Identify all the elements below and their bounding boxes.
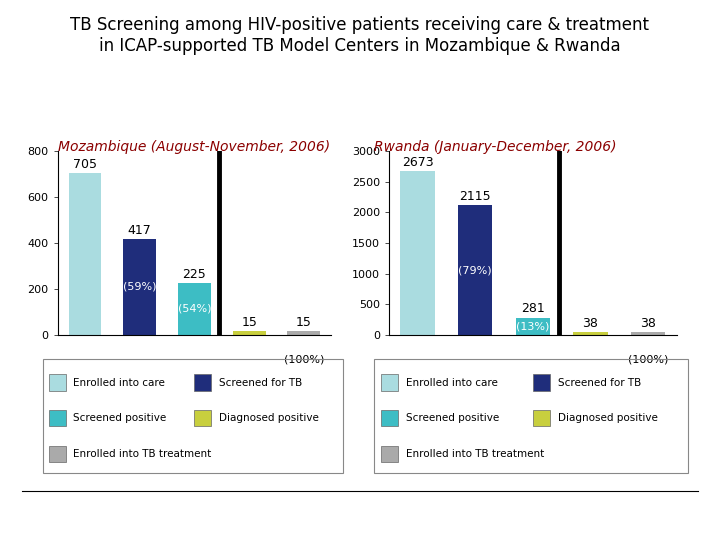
- Text: Diagnosed positive: Diagnosed positive: [558, 413, 658, 423]
- Text: (59%): (59%): [123, 282, 156, 292]
- Bar: [381, 374, 398, 391]
- Bar: [631, 333, 665, 335]
- Text: (100%): (100%): [628, 355, 668, 365]
- Text: Enrolled into care: Enrolled into care: [406, 377, 498, 388]
- Bar: [533, 410, 550, 427]
- Text: Rwanda (January-December, 2006): Rwanda (January-December, 2006): [374, 140, 617, 154]
- Bar: [458, 205, 492, 335]
- Bar: [533, 374, 550, 391]
- Text: Diagnosed positive: Diagnosed positive: [219, 413, 318, 423]
- Bar: [381, 410, 398, 427]
- Bar: [194, 410, 211, 427]
- Bar: [516, 318, 550, 335]
- Text: Screened positive: Screened positive: [406, 413, 500, 423]
- Text: (79%): (79%): [459, 265, 492, 275]
- Text: TB Screening among HIV-positive patients receiving care & treatment
in ICAP-supp: TB Screening among HIV-positive patients…: [71, 16, 649, 55]
- Text: (54%): (54%): [178, 304, 211, 314]
- Bar: [381, 446, 398, 462]
- Bar: [68, 173, 102, 335]
- Text: Enrolled into TB treatment: Enrolled into TB treatment: [406, 449, 544, 459]
- Text: Screened positive: Screened positive: [73, 413, 167, 423]
- Bar: [194, 374, 211, 391]
- Text: 2673: 2673: [402, 156, 433, 169]
- Text: 705: 705: [73, 158, 97, 171]
- Bar: [233, 332, 266, 335]
- Bar: [49, 446, 66, 462]
- Bar: [49, 410, 66, 427]
- Text: 417: 417: [128, 224, 151, 237]
- Bar: [178, 283, 211, 335]
- Text: 281: 281: [521, 302, 544, 315]
- Text: Mozambique (August-November, 2006): Mozambique (August-November, 2006): [58, 140, 330, 154]
- Text: 225: 225: [183, 268, 206, 281]
- Bar: [573, 333, 608, 335]
- Text: 15: 15: [241, 316, 257, 329]
- Text: (13%): (13%): [516, 321, 549, 331]
- Bar: [49, 374, 66, 391]
- Bar: [400, 171, 435, 335]
- Text: 2115: 2115: [459, 190, 491, 203]
- Text: Enrolled into care: Enrolled into care: [73, 377, 166, 388]
- Bar: [123, 239, 156, 335]
- Text: Screened for TB: Screened for TB: [219, 377, 302, 388]
- Text: 38: 38: [640, 318, 656, 330]
- Text: Enrolled into TB treatment: Enrolled into TB treatment: [73, 449, 212, 459]
- Text: (100%): (100%): [284, 355, 324, 365]
- Text: Screened for TB: Screened for TB: [558, 377, 642, 388]
- Text: 38: 38: [582, 318, 598, 330]
- Bar: [287, 332, 320, 335]
- Text: 15: 15: [296, 316, 312, 329]
